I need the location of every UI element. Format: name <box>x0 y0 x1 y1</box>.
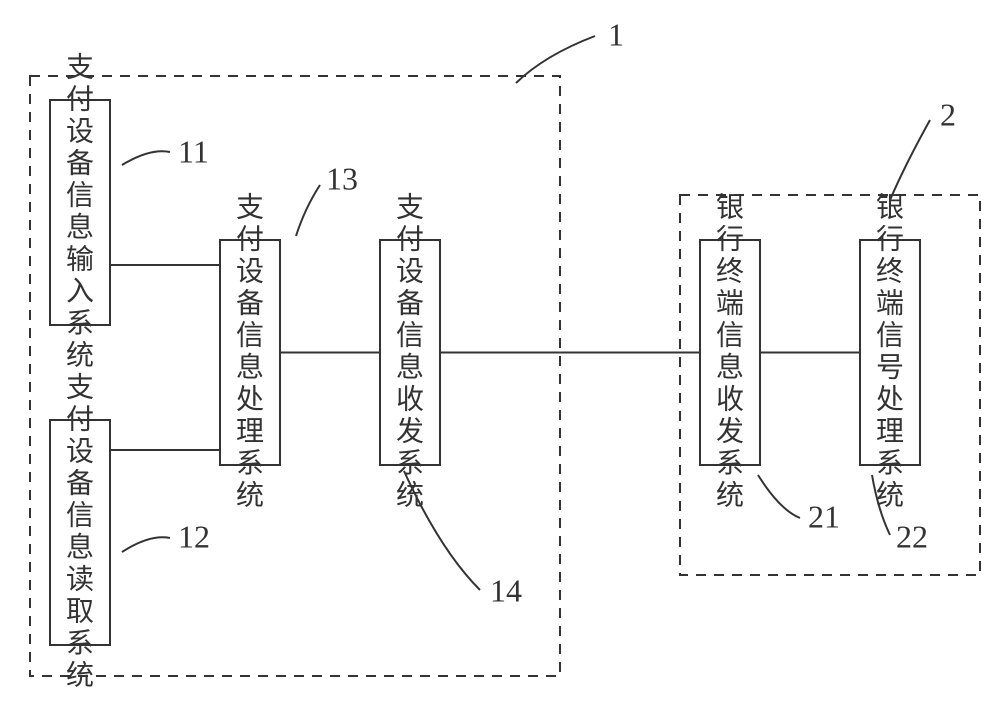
node-label-n14: 14 <box>490 572 522 608</box>
node-label-n12: 12 <box>178 518 210 554</box>
node-label-n11: 11 <box>178 133 209 169</box>
group-label-2: 2 <box>940 96 956 132</box>
node-label-n22: 22 <box>896 518 928 554</box>
node-label-n21: 21 <box>808 498 840 534</box>
group-label-1: 1 <box>608 16 624 52</box>
node-label-n13: 13 <box>326 160 358 196</box>
